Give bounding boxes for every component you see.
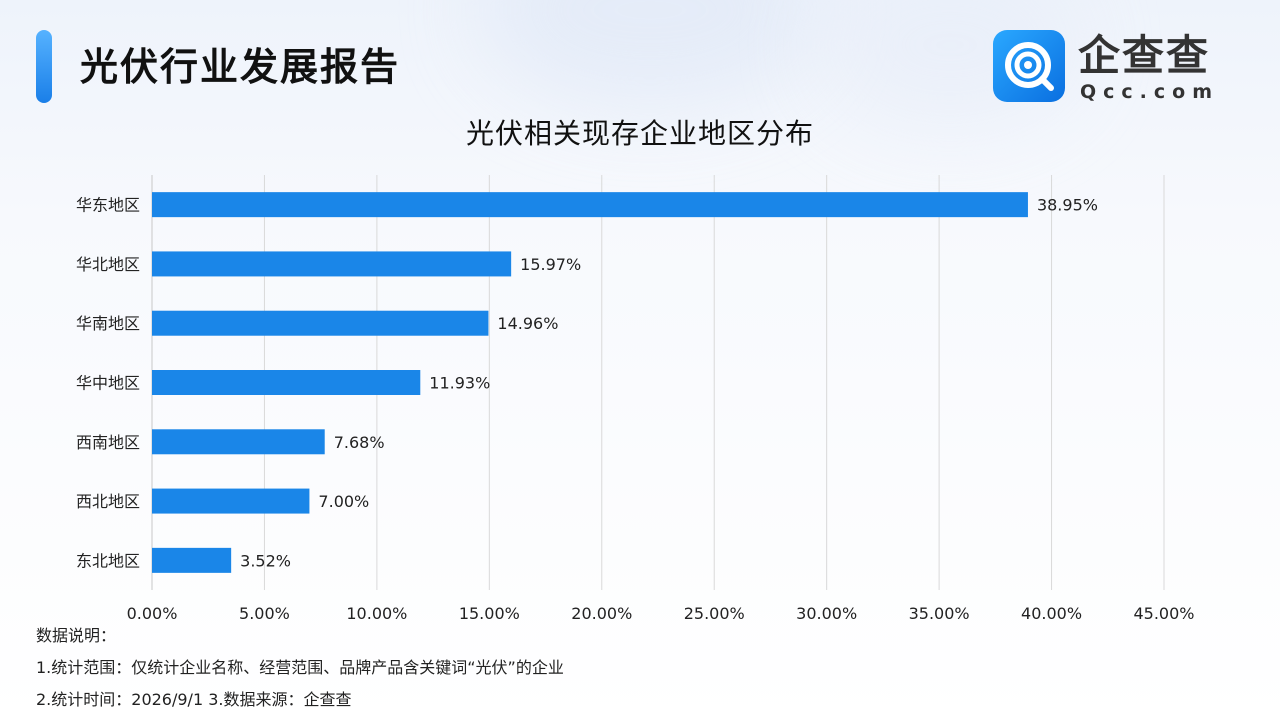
- x-tick-label: 10.00%: [346, 604, 407, 623]
- notes-heading: 数据说明：: [36, 626, 117, 645]
- value-label: 15.97%: [520, 255, 581, 274]
- bar: [152, 251, 512, 277]
- category-label: 华东地区: [76, 196, 140, 215]
- title-accent-bar: [36, 30, 52, 103]
- qcc-magnifier-icon: [993, 30, 1065, 102]
- category-label: 东北地区: [76, 551, 140, 570]
- category-label: 华北地区: [76, 255, 140, 274]
- report-title: 光伏行业发展报告: [80, 45, 401, 89]
- notes-scope: 1.统计范围：仅统计企业名称、经营范围、品牌产品含关键词“光伏”的企业: [36, 658, 564, 677]
- category-label: 西北地区: [76, 492, 140, 511]
- category-label: 西南地区: [76, 433, 140, 452]
- bar: [152, 547, 232, 573]
- value-label: 11.93%: [429, 374, 490, 393]
- value-label: 38.95%: [1037, 196, 1098, 215]
- x-tick-label: 45.00%: [1133, 604, 1194, 623]
- value-label: 14.96%: [497, 314, 558, 333]
- bar: [152, 488, 310, 514]
- x-tick-label: 20.00%: [571, 604, 632, 623]
- bar: [152, 370, 421, 395]
- notes-time-source: 2.统计时间：2026/9/1 3.数据来源：企查查: [36, 690, 352, 709]
- x-tick-label: 40.00%: [1021, 604, 1082, 623]
- x-tick-label: 0.00%: [127, 604, 178, 623]
- value-label: 3.52%: [240, 551, 291, 570]
- data-notes: 数据说明： 1.统计范围：仅统计企业名称、经营范围、品牌产品含关键词“光伏”的企…: [36, 622, 564, 714]
- bar: [152, 310, 489, 336]
- logo-domain: Qcc.com: [1080, 81, 1220, 103]
- x-tick-label: 35.00%: [909, 604, 970, 623]
- chart-title: 光伏相关现存企业地区分布: [465, 117, 814, 150]
- value-label: 7.00%: [318, 492, 369, 511]
- category-label: 华中地区: [76, 374, 140, 393]
- x-tick-label: 15.00%: [459, 604, 520, 623]
- value-label: 7.68%: [334, 433, 385, 452]
- category-label: 华南地区: [76, 314, 140, 333]
- logo-text: 企查查: [1078, 31, 1211, 80]
- x-tick-label: 5.00%: [239, 604, 290, 623]
- x-tick-label: 30.00%: [796, 604, 857, 623]
- x-tick-label: 25.00%: [684, 604, 745, 623]
- bar: [152, 429, 325, 455]
- bar: [152, 192, 1028, 218]
